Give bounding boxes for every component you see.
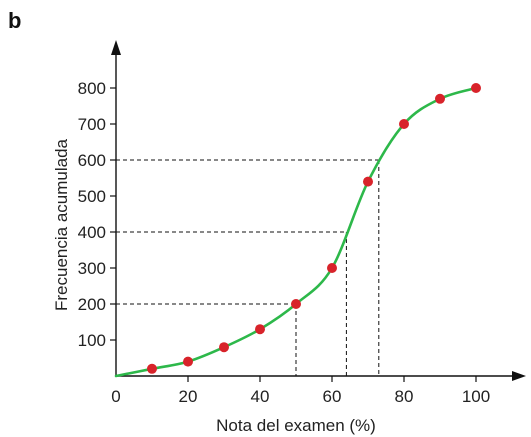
data-point: [255, 324, 265, 335]
y-tick-label: 400: [78, 223, 106, 242]
x-tick-label: 40: [251, 387, 270, 406]
data-point: [471, 83, 481, 93]
axes: [111, 40, 526, 381]
y-axis-title: Frecuencia acumulada: [52, 138, 71, 311]
reference-lines: [116, 159, 380, 376]
panel-label: b: [8, 8, 21, 33]
data-markers: [147, 83, 481, 374]
data-point: [327, 263, 337, 273]
data-point: [291, 299, 301, 309]
data-point: [147, 363, 157, 374]
y-axis-arrow: [111, 40, 121, 55]
data-point: [219, 342, 229, 353]
ticks: 0 20 40 60 80 100 100 200 300 400 500 600 700 800: [78, 79, 491, 406]
y-tick-label: 800: [78, 79, 106, 98]
data-point: [363, 176, 373, 187]
x-axis-arrow: [512, 371, 526, 381]
data-point: [183, 356, 193, 367]
y-tick-label: 600: [78, 151, 106, 170]
y-tick-label: 100: [78, 331, 106, 350]
y-tick-label: 700: [78, 115, 106, 134]
x-tick-label: 20: [179, 387, 198, 406]
data-point: [435, 93, 445, 104]
x-axis-title: Nota del examen (%): [216, 416, 376, 435]
y-tick-label: 300: [78, 259, 106, 278]
x-tick-label: 0: [111, 387, 120, 406]
y-tick-label: 200: [78, 295, 106, 314]
x-tick-label: 60: [323, 387, 342, 406]
data-point: [399, 119, 409, 129]
y-tick-label: 500: [78, 187, 106, 206]
x-tick-label: 80: [395, 387, 414, 406]
x-tick-label: 100: [462, 387, 490, 406]
